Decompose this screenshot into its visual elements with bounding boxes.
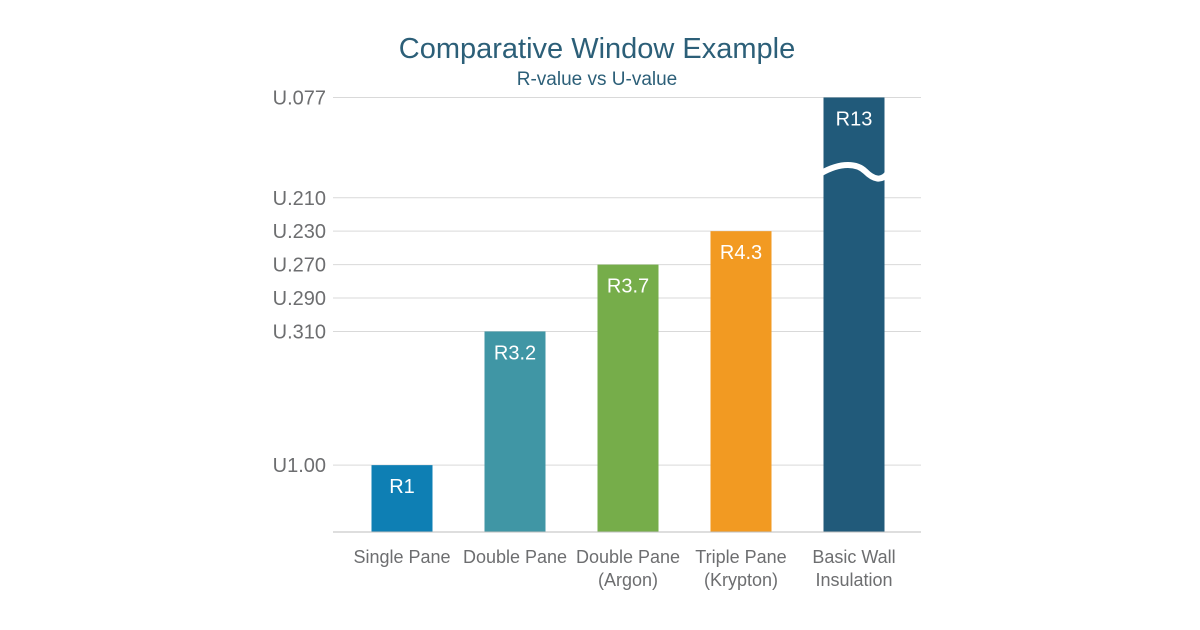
x-tick-label: Single Pane (353, 547, 450, 567)
bar (484, 331, 546, 532)
y-tick-label: U.310 (273, 321, 326, 343)
x-axis: Single Pane Double Pane Double Pane (Argon)… (353, 547, 895, 590)
y-tick-label: U.210 (273, 188, 326, 210)
y-tick-label: U.077 (273, 87, 326, 109)
bar-value-label: R3.7 (607, 276, 649, 298)
bar-value-label: R3.2 (494, 342, 536, 364)
x-tick-label: Double Pane (Argon) (576, 547, 680, 590)
y-axis: U1.00 U.310 U.290 U.270 U.230 U.210 U.077 (273, 87, 326, 477)
axis-break-mark (819, 161, 890, 182)
x-tick-label: Basic Wall Insulation (812, 547, 895, 590)
x-tick-label: Triple Pane (Krypton) (695, 547, 786, 590)
bar-value-label: R4.3 (720, 242, 762, 264)
bars: R1 R3.2 R3.7 R4.3 R13 (371, 97, 890, 533)
y-tick-label: U1.00 (273, 455, 326, 477)
y-tick-label: U.270 (273, 255, 326, 277)
bar-value-label: R13 (836, 108, 873, 130)
bar (597, 264, 659, 532)
chart-subtitle: R-value vs U-value (517, 69, 678, 90)
bar-value-label: R1 (389, 476, 415, 498)
bar (371, 465, 433, 532)
bar (710, 231, 772, 533)
y-tick-label: U.290 (273, 288, 326, 310)
x-tick-label: Double Pane (463, 547, 567, 567)
chart-title: Comparative Window Example (399, 33, 795, 65)
y-tick-label: U.230 (273, 221, 326, 243)
